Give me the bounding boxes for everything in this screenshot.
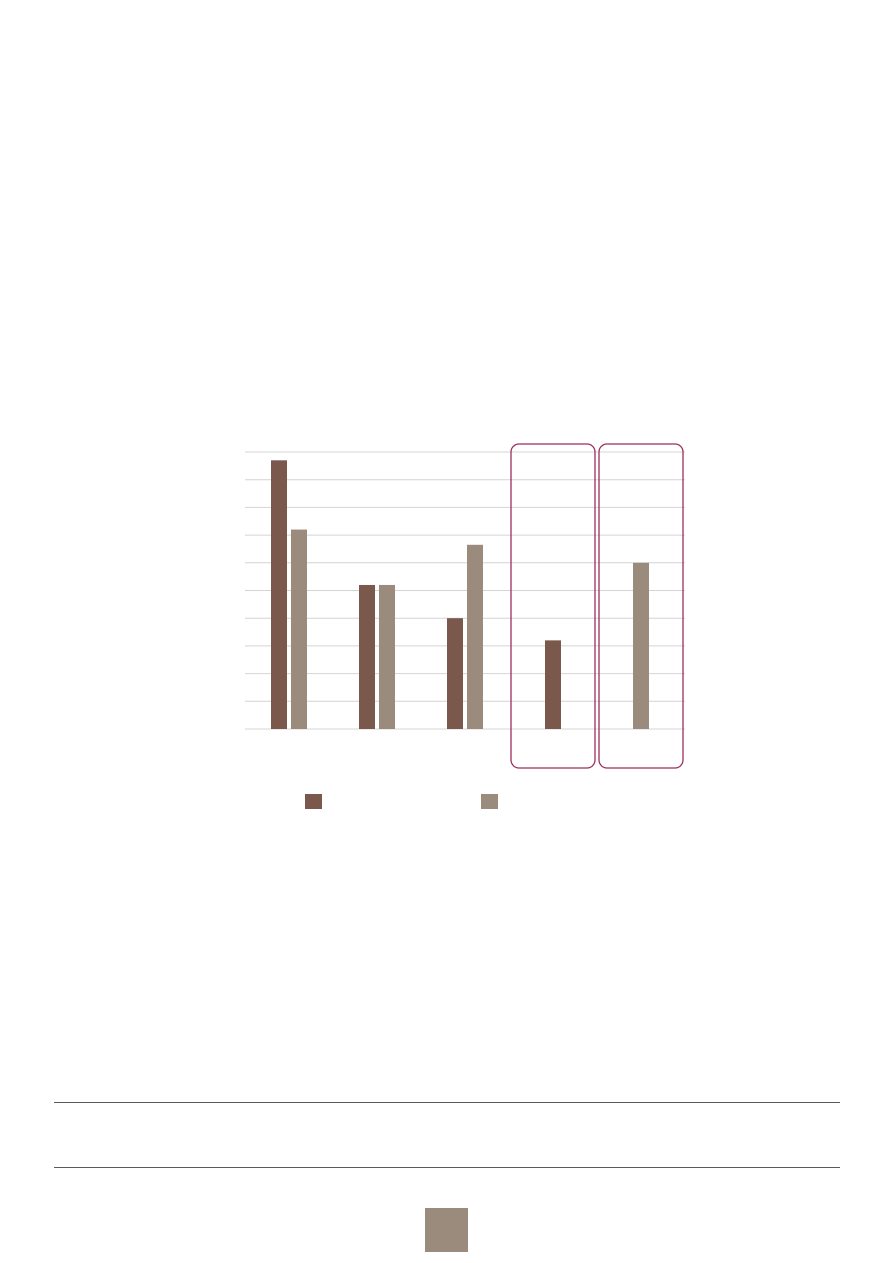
bar-series-1-category-4 — [545, 640, 561, 729]
legend-swatch-series-2 — [481, 794, 498, 809]
bar-series-2-category-2 — [379, 584, 395, 729]
legend-swatch-series-1 — [305, 794, 322, 809]
bar-series-2-category-3 — [467, 544, 483, 729]
highlight-box-category-5 — [598, 443, 684, 769]
footer-rule-bottom — [54, 1167, 840, 1168]
footer-rule-top — [54, 1102, 840, 1103]
highlight-box-category-4 — [510, 443, 596, 769]
bar-series-1-category-3 — [447, 618, 463, 729]
bar-series-1-category-1 — [271, 460, 287, 729]
bars — [271, 460, 649, 729]
bar-series-2-category-1 — [291, 529, 307, 729]
bar-series-2-category-5 — [633, 562, 649, 729]
bar-series-1-category-2 — [359, 584, 375, 729]
page-number-badge — [425, 1208, 468, 1252]
legend — [305, 794, 498, 809]
highlight-boxes — [510, 443, 684, 769]
gridlines — [245, 451, 685, 730]
